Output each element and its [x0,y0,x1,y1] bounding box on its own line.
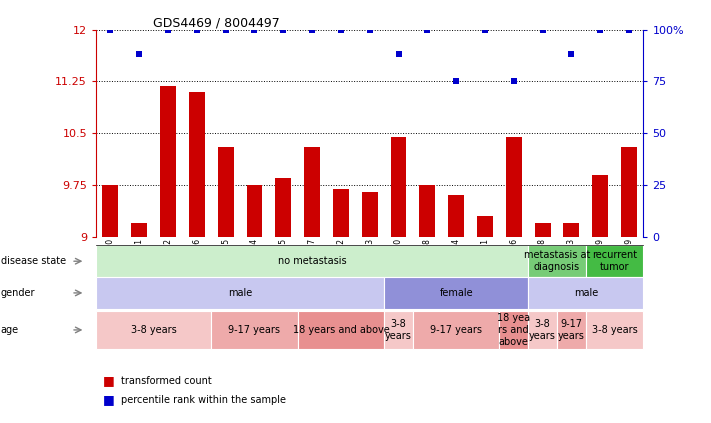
Text: 9-17 years: 9-17 years [430,325,482,335]
Text: disease state: disease state [1,256,66,266]
Text: GDS4469 / 8004497: GDS4469 / 8004497 [153,17,279,30]
Text: percentile rank within the sample: percentile rank within the sample [121,395,286,405]
Point [422,26,433,33]
Text: gender: gender [1,288,36,298]
Bar [448,195,464,237]
Text: 3-8 years: 3-8 years [592,325,638,335]
Point [451,78,462,85]
Bar [390,137,407,237]
Bar [477,216,493,237]
Point [220,26,231,33]
Text: metastasis at
diagnosis: metastasis at diagnosis [524,250,590,272]
Bar [333,189,349,237]
Bar [160,86,176,237]
Point [364,26,375,33]
Text: transformed count: transformed count [121,376,212,386]
Text: no metastasis: no metastasis [278,256,346,266]
Text: 3-8
years: 3-8 years [385,319,412,341]
Point [537,26,548,33]
Bar [102,185,118,237]
Bar [506,137,522,237]
Point [306,26,318,33]
Point [479,26,491,33]
Point [162,26,173,33]
Text: ■: ■ [103,374,115,387]
Point [277,26,289,33]
Point [191,26,203,33]
Point [134,51,145,58]
Text: 9-17
years: 9-17 years [558,319,585,341]
Text: age: age [1,325,18,335]
Text: recurrent
tumor: recurrent tumor [592,250,637,272]
Bar [218,147,234,237]
Text: female: female [439,288,473,298]
Bar [275,178,292,237]
Text: 9-17 years: 9-17 years [228,325,280,335]
Text: male: male [228,288,252,298]
Point [105,26,116,33]
Point [249,26,260,33]
Bar [564,223,579,237]
Bar [535,223,550,237]
Bar [419,185,435,237]
Point [393,51,405,58]
Text: ■: ■ [103,393,115,406]
Bar [621,147,637,237]
Point [566,51,577,58]
Text: 18 yea
rs and
above: 18 yea rs and above [497,313,530,346]
Bar [304,147,320,237]
Bar [132,223,147,237]
Bar [592,175,608,237]
Point [335,26,346,33]
Bar [247,185,262,237]
Text: 3-8
years: 3-8 years [529,319,556,341]
Text: male: male [574,288,598,298]
Bar [189,92,205,237]
Text: 3-8 years: 3-8 years [131,325,176,335]
Bar [362,192,378,237]
Point [508,78,520,85]
Text: 18 years and above: 18 years and above [292,325,390,335]
Point [594,26,606,33]
Point [624,26,635,33]
